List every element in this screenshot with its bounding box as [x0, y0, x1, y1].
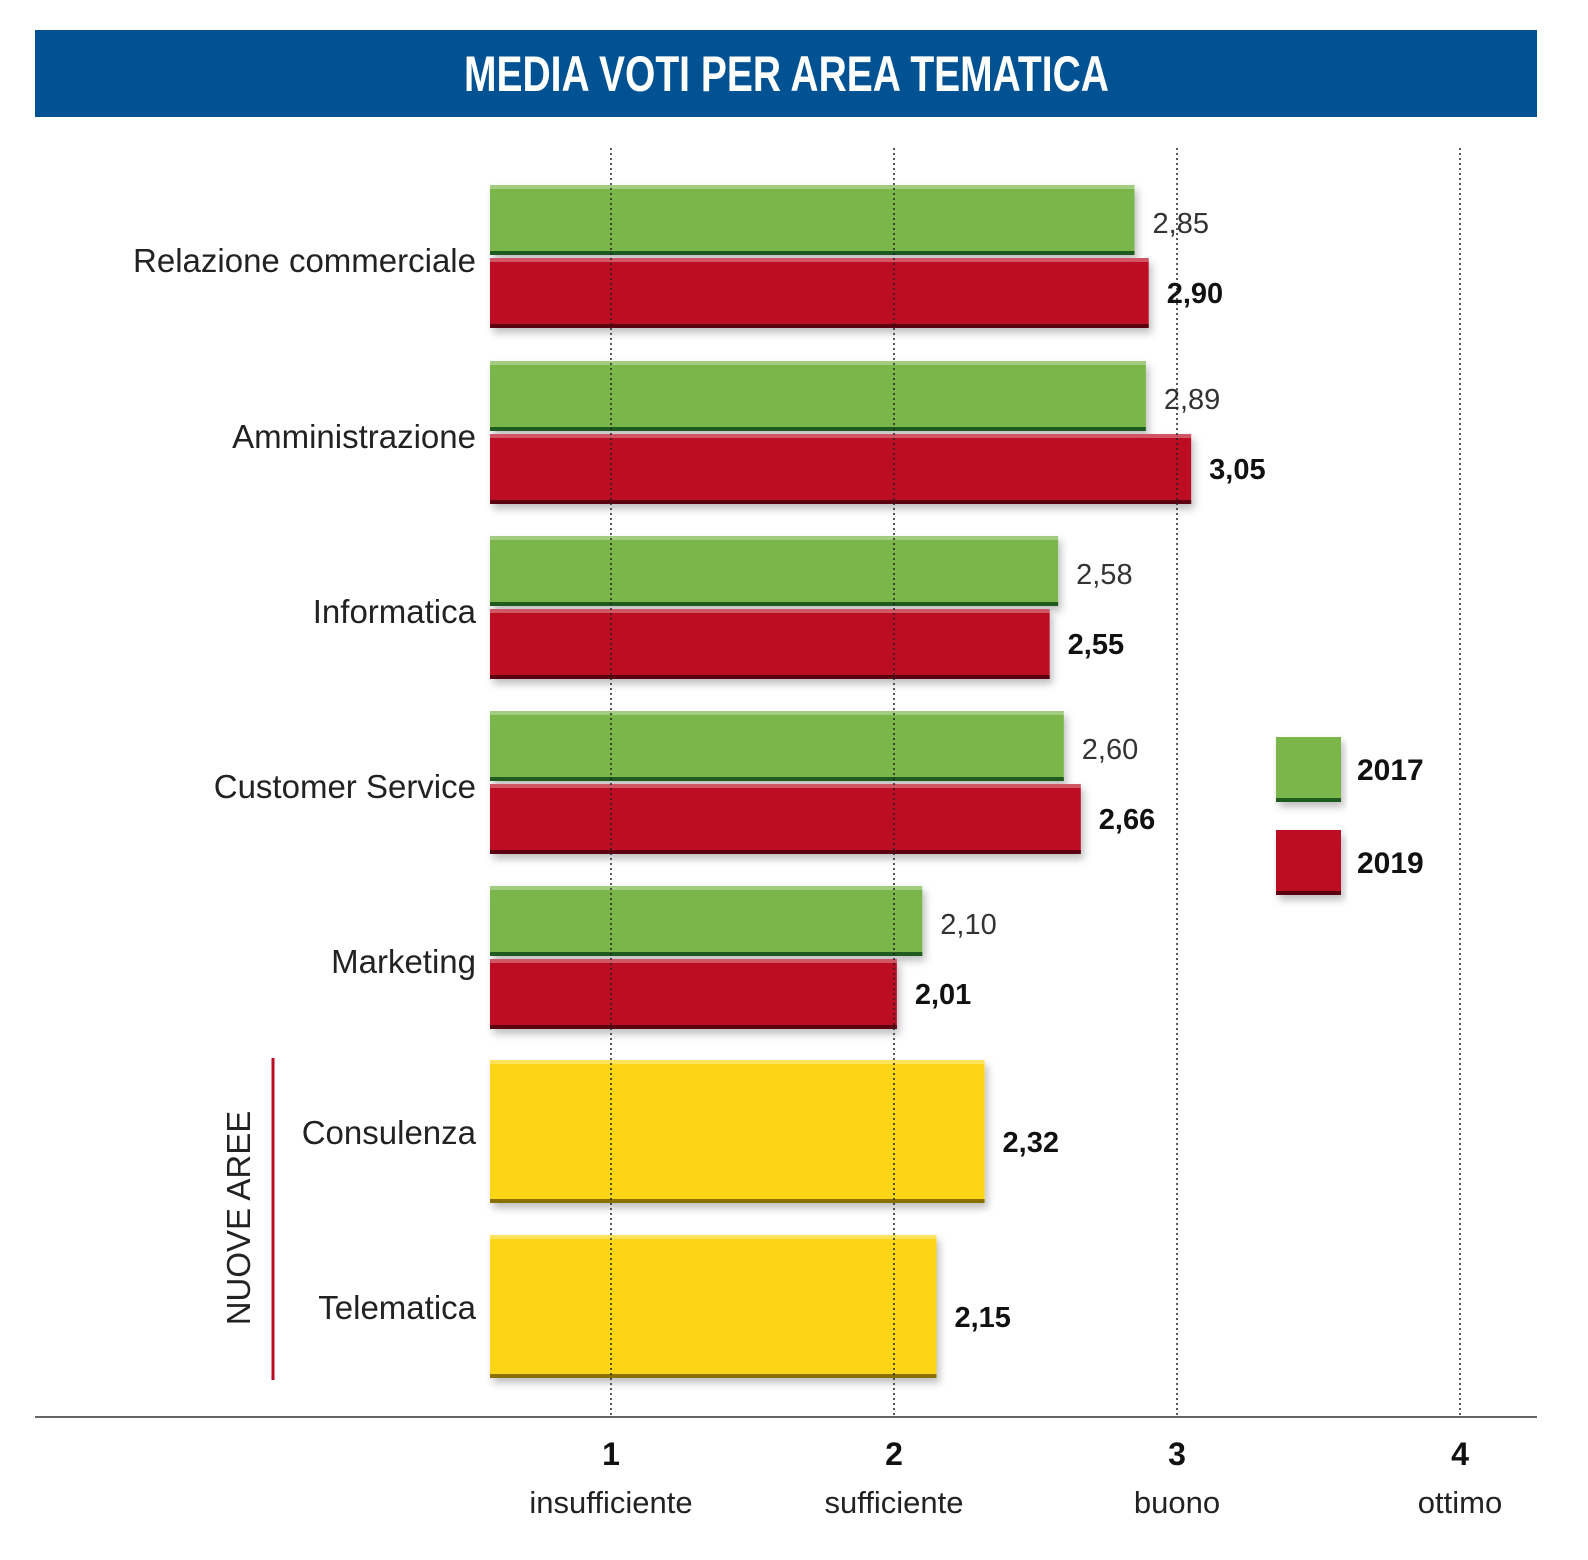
bar-new-area-highlight — [490, 1060, 985, 1064]
bar-2017 — [490, 886, 923, 956]
data-label-2019: 2,66 — [1099, 804, 1155, 836]
group-label: NUOVE AREE — [220, 1111, 257, 1326]
data-label-new-area: 2,15 — [954, 1302, 1010, 1334]
bar-new-area — [490, 1060, 985, 1203]
category-label: Relazione commerciale — [133, 242, 476, 279]
bar-2019-highlight — [490, 959, 897, 963]
bar-2019 — [490, 784, 1081, 854]
bar-2019-edge — [490, 324, 1149, 328]
bar-2019-highlight — [490, 258, 1149, 262]
x-tick-description: sufficiente — [824, 1485, 963, 1520]
category-label: Informatica — [313, 593, 477, 630]
bar-2017-highlight — [490, 711, 1064, 715]
legend-swatch-2017 — [1276, 737, 1341, 802]
x-tick-description: insufficiente — [529, 1485, 692, 1520]
bar-2017-edge — [490, 427, 1146, 431]
category-label: Customer Service — [214, 768, 476, 805]
bar-2017 — [490, 185, 1135, 255]
bar-2017-highlight — [490, 536, 1059, 540]
legend-label: 2019 — [1357, 847, 1424, 880]
category-label: Amministrazione — [232, 418, 476, 455]
data-label-2019: 2,90 — [1167, 278, 1223, 310]
bar-2017-highlight — [490, 361, 1146, 365]
bar-2017 — [490, 536, 1059, 606]
data-label-new-area: 2,32 — [1003, 1127, 1059, 1159]
bar-2019 — [490, 434, 1192, 504]
data-label-2019: 3,05 — [1209, 454, 1265, 486]
data-label-2017: 2,85 — [1153, 208, 1209, 240]
bar-2019 — [490, 959, 897, 1029]
bar-new-area — [490, 1235, 937, 1378]
bar-2017 — [490, 361, 1146, 431]
bar-2017-highlight — [490, 185, 1135, 189]
data-label-2019: 2,01 — [915, 979, 971, 1011]
bar-2019-highlight — [490, 609, 1050, 613]
bar-new-area-highlight — [490, 1235, 937, 1239]
chart-title: MEDIA VOTI PER AREA TEMATICA — [35, 30, 1537, 117]
bar-2019-highlight — [490, 784, 1081, 788]
legend-swatch-2019 — [1276, 830, 1341, 895]
x-tick-label: 1 — [602, 1436, 620, 1472]
data-label-2017: 2,58 — [1076, 559, 1132, 591]
x-tick-label: 4 — [1451, 1436, 1469, 1472]
bar-new-area-edge — [490, 1374, 937, 1378]
legend-swatch-edge — [1276, 891, 1341, 895]
data-label-2017: 2,60 — [1082, 734, 1138, 766]
bar-2019-edge — [490, 675, 1050, 679]
bar-2019-edge — [490, 850, 1081, 854]
bar-2017-edge — [490, 251, 1135, 255]
bar-2017-edge — [490, 952, 923, 956]
bar-2019-highlight — [490, 434, 1192, 438]
bar-2019 — [490, 609, 1050, 679]
bar-2019 — [490, 258, 1149, 328]
legend-swatch-edge — [1276, 798, 1341, 802]
bar-2017-edge — [490, 777, 1064, 781]
category-label: Consulenza — [302, 1114, 477, 1151]
legend-label: 2017 — [1357, 754, 1424, 787]
bar-2017-edge — [490, 602, 1059, 606]
x-tick-description: buono — [1134, 1485, 1220, 1520]
bar-new-area-edge — [490, 1199, 985, 1203]
data-label-2017: 2,10 — [940, 909, 996, 941]
bar-2017 — [490, 711, 1064, 781]
bar-2019-edge — [490, 500, 1192, 504]
category-label: Telematica — [318, 1289, 476, 1326]
category-label: Marketing — [331, 943, 476, 980]
data-label-2017: 2,89 — [1164, 384, 1220, 416]
x-tick-label: 3 — [1168, 1436, 1186, 1472]
data-label-2019: 2,55 — [1068, 629, 1124, 661]
bar-2017-highlight — [490, 886, 923, 890]
bar-2019-edge — [490, 1025, 897, 1029]
chart-title-text: MEDIA VOTI PER AREA TEMATICA — [463, 45, 1109, 102]
x-tick-description: ottimo — [1418, 1485, 1502, 1520]
x-tick-label: 2 — [885, 1436, 903, 1472]
